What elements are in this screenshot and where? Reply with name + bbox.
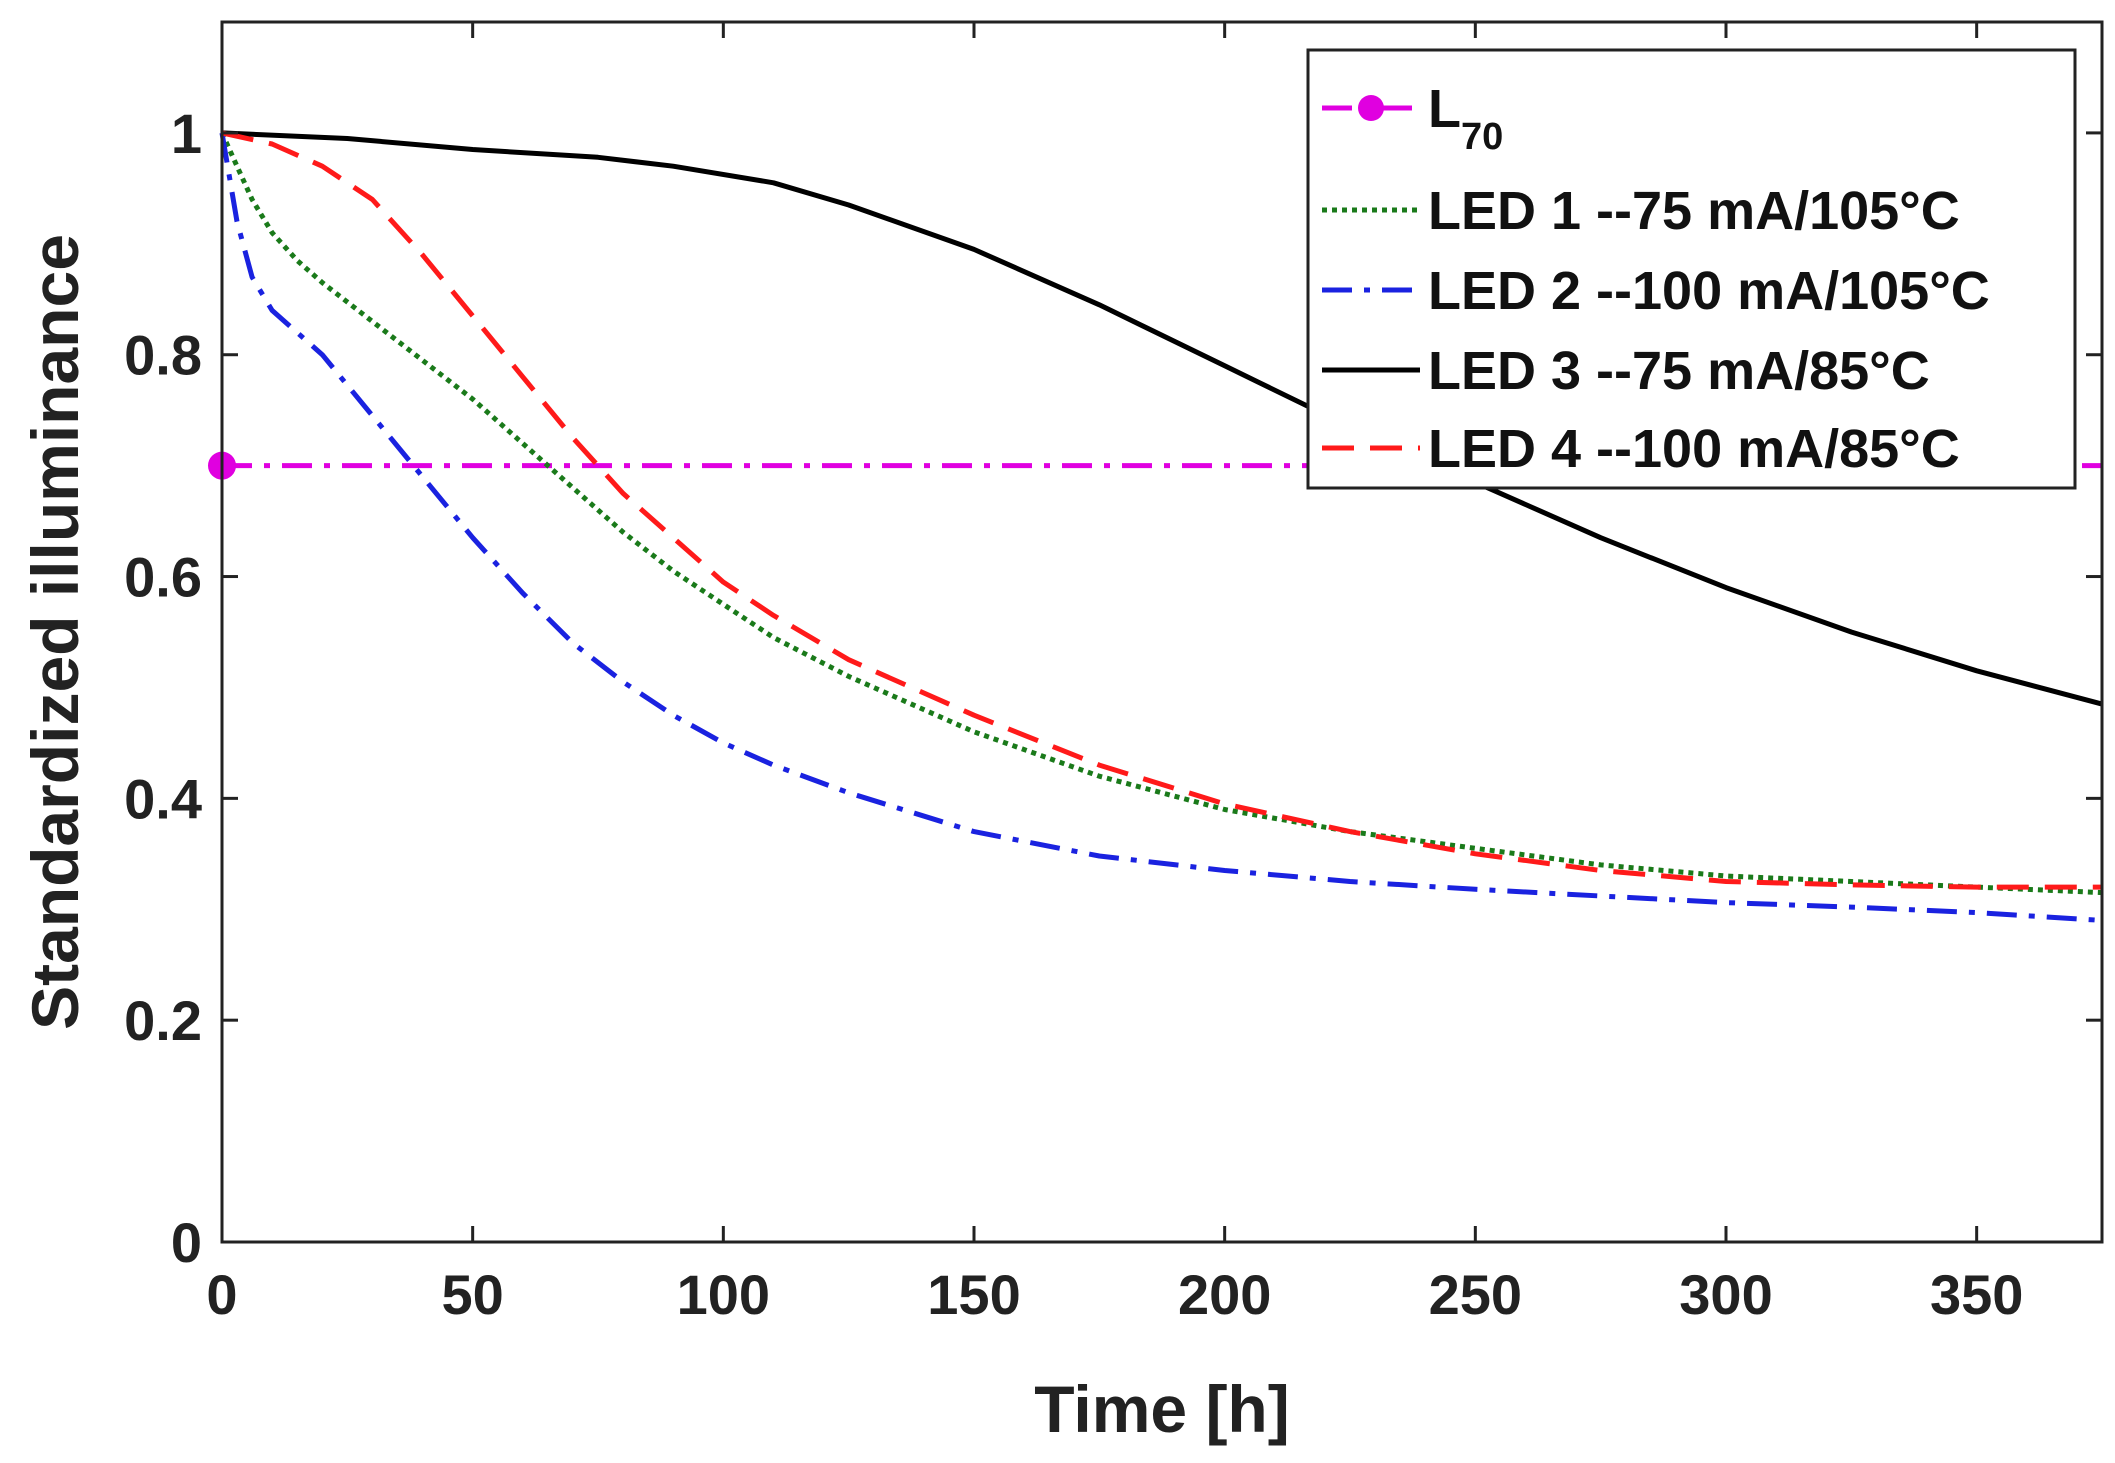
- legend: L70 LED 1 --75 mA/105°C LED 2 --100 mA/105…: [1306, 48, 2077, 490]
- legend-label-text: LED 2 --100 mA/105°C: [1428, 261, 1990, 321]
- legend-label-text: LED 3 --75 mA/85°C: [1428, 341, 1930, 401]
- legend-box: [1306, 48, 2077, 490]
- x-tick-label: 100: [677, 1263, 770, 1326]
- x-tick-label: 200: [1178, 1263, 1271, 1326]
- series-line-2: [219, 132, 2103, 923]
- x-tick-label: 150: [927, 1263, 1020, 1326]
- y-axis-label: Standardized illuminance: [18, 234, 92, 1030]
- y-tick-label: 0.6: [124, 546, 202, 609]
- x-tick-label: 0: [206, 1263, 237, 1326]
- x-tick-label: 50: [442, 1263, 504, 1326]
- legend-label-text: LED 4 --100 mA/85°C: [1428, 419, 1960, 479]
- legend-label-4: LED 4 --100 mA/85°C: [1428, 419, 1960, 479]
- legend-label-text: LED 1 --75 mA/105°C: [1428, 181, 1960, 241]
- legend-label-2: LED 2 --100 mA/105°C: [1428, 261, 1990, 321]
- y-tick-label: 0.8: [124, 324, 202, 387]
- x-tick-label: 350: [1930, 1263, 2023, 1326]
- series-line-4: [221, 130, 2102, 890]
- y-tick-label: 0.2: [124, 989, 202, 1052]
- series-layer: [208, 130, 2103, 923]
- legend-label-3: LED 3 --75 mA/85°C: [1428, 341, 1930, 401]
- series-line-3: [221, 130, 2103, 707]
- series-line-1: [219, 131, 2103, 896]
- x-tick-label: 300: [1679, 1263, 1772, 1326]
- legend-label-text: L: [1428, 79, 1461, 139]
- y-tick-label: 0: [171, 1211, 202, 1274]
- y-tick-label: 1: [171, 102, 202, 165]
- x-tick-label: 250: [1429, 1263, 1522, 1326]
- legend-label-1: LED 1 --75 mA/105°C: [1428, 181, 1960, 241]
- x-axis-label: Time [h]: [1034, 1372, 1289, 1446]
- plot-frame: [220, 20, 2104, 1244]
- ticks-layer: 0 50 100 150 200 250 300 350 0 0.2 0.4 0.6 0.8 1: [124, 22, 2102, 1326]
- legend-label-subscript: 70: [1461, 116, 1503, 158]
- legend-label-0: L70: [1428, 79, 1503, 158]
- y-tick-label: 0.4: [124, 767, 202, 830]
- legend-marker-0: [1358, 95, 1384, 121]
